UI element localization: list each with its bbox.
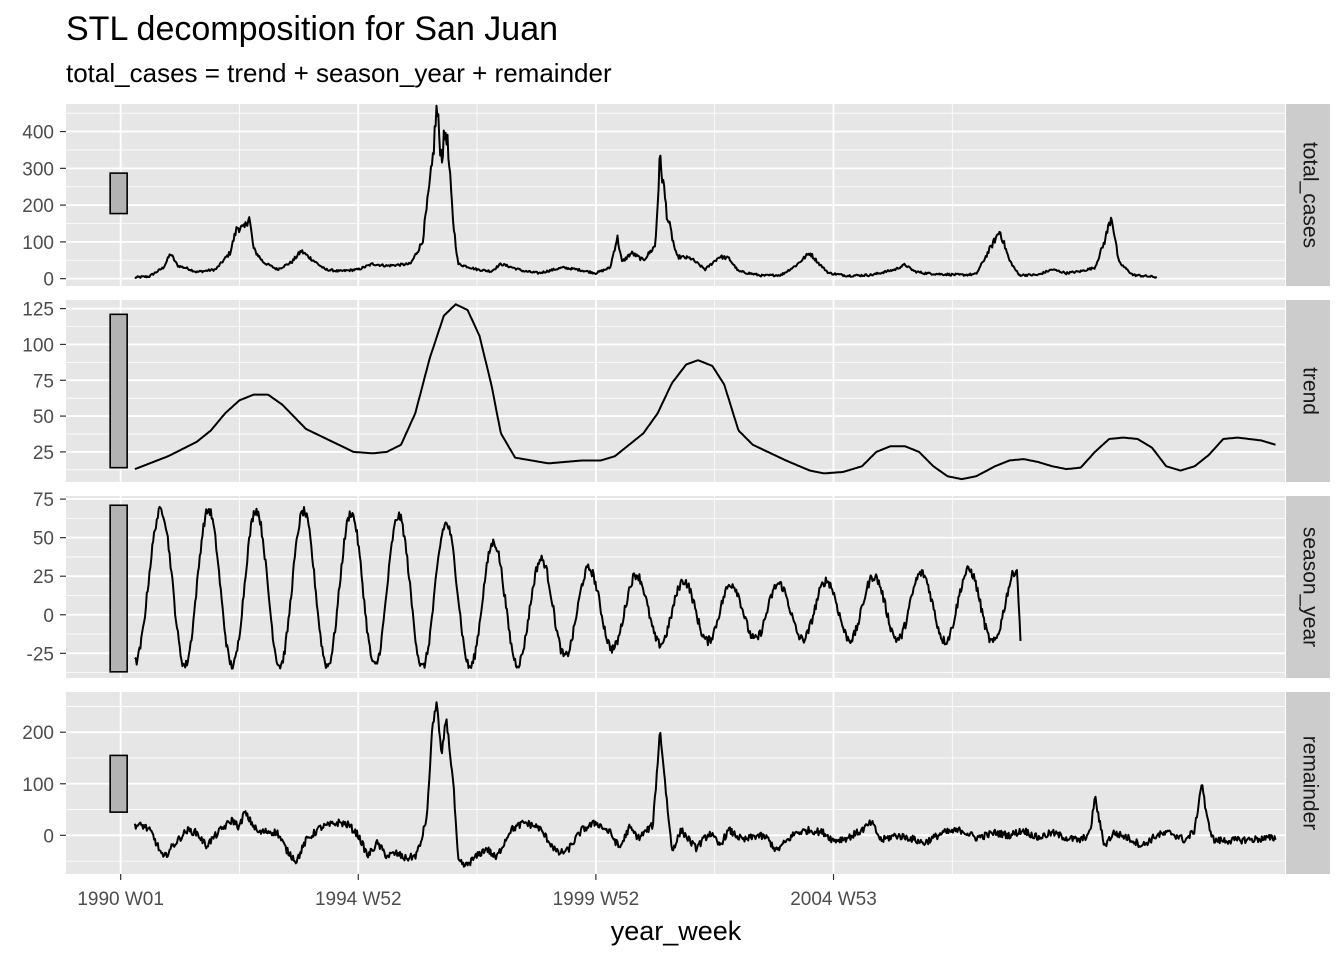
- y-tick-label: 50: [33, 407, 54, 428]
- scale-bar: [109, 313, 128, 469]
- y-tick-label: 125: [22, 300, 54, 321]
- y-tick-label: 200: [22, 196, 54, 217]
- chart-subtitle: total_cases = trend + season_year + rema…: [66, 58, 612, 88]
- x-tick-label: 1999 W52: [553, 889, 640, 910]
- y-tick-label: 400: [22, 123, 54, 144]
- y-tick-label: 300: [22, 159, 54, 180]
- series-line-remainder: [133, 701, 1277, 868]
- panel-total_cases: 0 100 200 300 400 total_cases: [22, 104, 1330, 291]
- y-tick-label: 0: [43, 606, 54, 627]
- scale-bar: [109, 172, 128, 215]
- facet-strip: [1286, 104, 1330, 286]
- chart-title: STL decomposition for San Juan: [66, 10, 558, 48]
- series-line-trend: [134, 303, 1276, 481]
- x-axis: 1990 W01 1994 W52 1999 W52 2004 W53: [77, 874, 877, 910]
- panel-trend: 25 50 75 100 125 trend: [22, 300, 1330, 482]
- y-tick-label: 75: [33, 371, 54, 392]
- scale-bar: [109, 754, 128, 813]
- y-tick-label: -25: [27, 644, 54, 665]
- y-tick-label: 100: [22, 335, 54, 356]
- y-tick-label: 0: [43, 826, 54, 847]
- x-tick-label: 2004 W53: [790, 889, 877, 910]
- facet-label-trend: trend: [1298, 367, 1321, 415]
- facet-panels: 0 100 200 300 400 total_cases 25 50 75 100 125 tren…: [22, 104, 1330, 874]
- panel-background: [66, 104, 1285, 286]
- panel-remainder: 0 100 200 remainder: [22, 692, 1330, 874]
- x-tick-label: 1990 W01: [77, 889, 164, 910]
- x-axis-title: year_week: [611, 916, 742, 946]
- y-tick-label: 100: [22, 233, 54, 254]
- scale-bar: [109, 504, 128, 673]
- facet-strip: [1286, 496, 1330, 678]
- panel-background: [66, 300, 1285, 482]
- panel-season_year: -25 0 25 50 75 season_year: [27, 490, 1330, 678]
- y-tick-label: 25: [33, 567, 54, 588]
- series-line-season_year: [134, 505, 1022, 670]
- y-tick-label: 75: [33, 490, 54, 511]
- facet-label-season_year: season_year: [1298, 527, 1321, 647]
- panel-background: [66, 496, 1285, 678]
- y-tick-label: 200: [22, 723, 54, 744]
- series-line-total_cases: [134, 104, 1158, 279]
- x-tick-label: 1994 W52: [315, 889, 402, 910]
- y-tick-label: 100: [22, 775, 54, 796]
- y-tick-label: 0: [43, 270, 54, 291]
- y-tick-label: 25: [33, 443, 54, 464]
- facet-label-total_cases: total_cases: [1298, 142, 1321, 248]
- facet-strip: [1286, 692, 1330, 874]
- facet-strip: [1286, 300, 1330, 482]
- y-tick-label: 50: [33, 529, 54, 550]
- facet-label-remainder: remainder: [1298, 736, 1321, 831]
